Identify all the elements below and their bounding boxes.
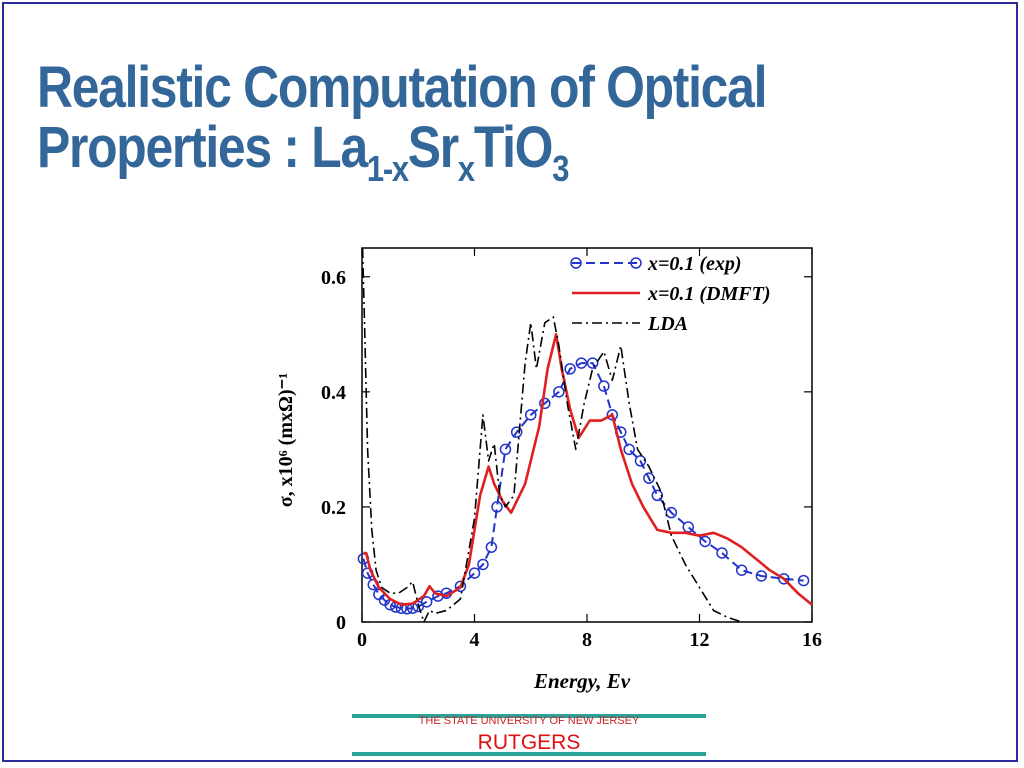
series-line-x-0-1-exp- bbox=[362, 362, 804, 610]
exp-data-point bbox=[586, 357, 599, 369]
title-line-2: Properties : La1-xSrxTiO3 bbox=[37, 115, 569, 187]
series-line-lda bbox=[361, 247, 742, 623]
series-line-x-0-1-dmft- bbox=[363, 333, 813, 607]
slide-title: Realistic Computation of Optical Propert… bbox=[37, 55, 863, 187]
exp-data-point bbox=[682, 521, 694, 533]
footer-rutgers-text: RUTGERS bbox=[477, 731, 581, 754]
exp-data-point bbox=[778, 573, 790, 585]
exp-data-point bbox=[735, 564, 748, 576]
exp-data-point bbox=[634, 455, 647, 467]
exp-data-point bbox=[485, 541, 498, 553]
exp-data-point bbox=[598, 380, 610, 392]
exp-data-point bbox=[525, 409, 537, 421]
legend-label: x=0.1 (exp) bbox=[647, 253, 742, 275]
exp-data-point bbox=[491, 501, 503, 513]
x-tick-label: 4 bbox=[470, 629, 480, 651]
exp-data-point bbox=[575, 357, 588, 369]
exp-data-point bbox=[699, 535, 711, 548]
optical-conductivity-chart: 0 4 8 12 16 0 0.2 0.4 0.6 x=0.1 (exp) x=0.1 (DMFT… bbox=[275, 247, 822, 693]
exp-data-point bbox=[510, 426, 523, 438]
exp-data-point bbox=[454, 580, 467, 593]
legend-label: LDA bbox=[647, 313, 688, 335]
title-prefix: Properties : La bbox=[37, 115, 368, 180]
y-axis-label: σ, x10⁶ (mxΩ)⁻¹ bbox=[275, 373, 297, 507]
title-subscript-2: x bbox=[457, 148, 475, 189]
exp-data-point bbox=[564, 363, 576, 375]
exp-data-point bbox=[623, 443, 635, 456]
title-tio: TiO bbox=[473, 115, 554, 180]
x-tick-label: 12 bbox=[690, 629, 710, 651]
exp-data-point bbox=[420, 596, 433, 608]
title-subscript-1: 1-x bbox=[366, 148, 409, 189]
y-tick-label: 0.2 bbox=[321, 497, 346, 519]
footer-band-top bbox=[352, 714, 706, 718]
legend-label: x=0.1 (DMFT) bbox=[647, 283, 771, 305]
exp-data-point bbox=[499, 443, 512, 456]
y-tick-label: 0.6 bbox=[321, 267, 346, 289]
title-subscript-3: 3 bbox=[552, 148, 569, 189]
exp-data-point bbox=[797, 574, 810, 587]
exp-data-point bbox=[395, 602, 408, 614]
x-tick-label: 0 bbox=[357, 629, 367, 651]
exp-data-point bbox=[665, 506, 678, 519]
exp-data-point bbox=[477, 558, 489, 571]
footer-university-text: THE STATE UNIVERSITY OF NEW JERSEY bbox=[418, 715, 640, 727]
exp-data-point bbox=[468, 567, 481, 579]
footer-band-bottom bbox=[352, 752, 706, 756]
exp-data-point bbox=[539, 397, 551, 410]
y-tick-label: 0.4 bbox=[321, 382, 346, 404]
exp-data-point bbox=[716, 547, 728, 559]
exp-data-point bbox=[553, 386, 565, 398]
title-line-1: Realistic Computation of Optical bbox=[37, 55, 767, 120]
x-tick-label: 16 bbox=[802, 629, 822, 651]
legend-marker bbox=[570, 257, 582, 269]
y-tick-label: 0 bbox=[336, 612, 346, 634]
x-tick-label: 8 bbox=[582, 629, 592, 651]
exp-data-point bbox=[755, 570, 768, 582]
x-axis-label: Energy, Ev bbox=[533, 669, 631, 693]
legend-marker bbox=[630, 257, 642, 269]
title-sr: Sr bbox=[407, 115, 459, 180]
